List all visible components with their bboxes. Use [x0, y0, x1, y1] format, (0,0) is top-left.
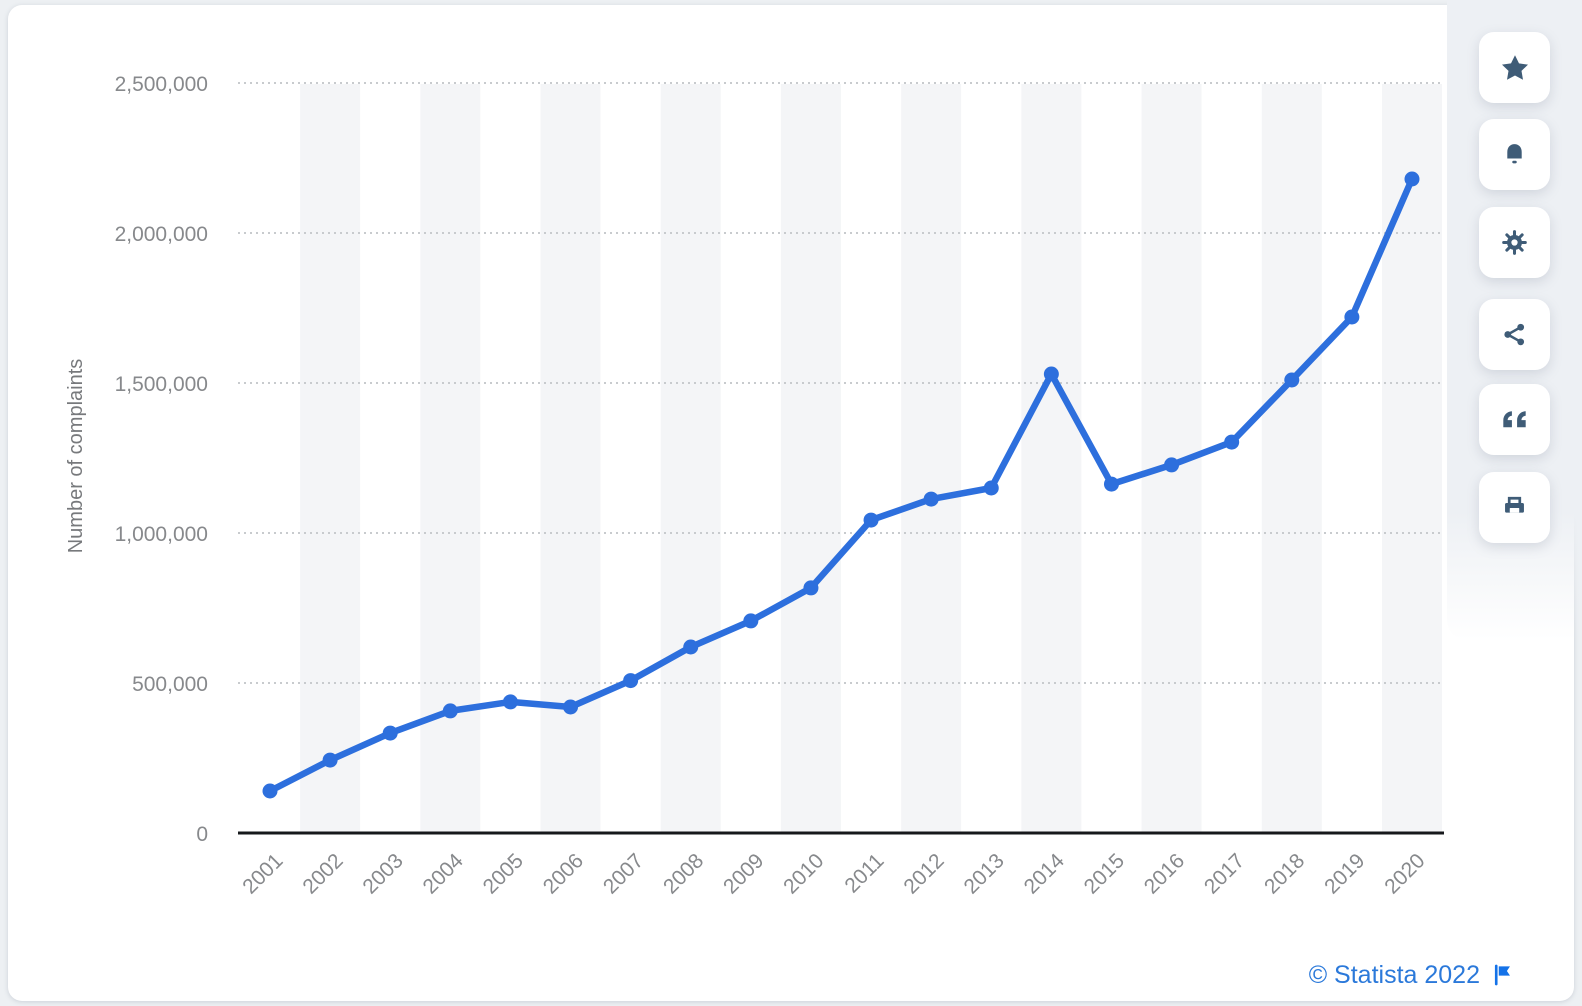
share-icon [1504, 323, 1525, 346]
share-button[interactable] [1479, 299, 1550, 370]
data-point[interactable] [803, 580, 819, 596]
plot-band [901, 84, 962, 833]
x-tick-label: 2012 [899, 849, 948, 898]
data-point[interactable] [983, 480, 999, 496]
x-tick-label: 2006 [539, 849, 588, 898]
trend-line [266, 175, 1416, 795]
data-point[interactable] [262, 783, 278, 799]
x-tick-label: 2003 [358, 849, 407, 898]
data-point[interactable] [923, 491, 939, 507]
cite-button[interactable] [1479, 384, 1550, 455]
plot-band [660, 84, 721, 833]
y-axis-title: Number of complaints [65, 359, 87, 554]
y-tick-label: 1,500,000 [115, 373, 208, 396]
quote-icon [1503, 411, 1526, 428]
x-tick-label: 2018 [1260, 849, 1309, 898]
data-point[interactable] [1164, 457, 1180, 473]
x-tick-label: 2004 [419, 849, 469, 899]
y-tick-label: 2,500,000 [115, 73, 208, 96]
x-tick-label: 2008 [659, 849, 708, 898]
data-point[interactable] [502, 694, 518, 710]
data-point[interactable] [563, 699, 579, 715]
data-point[interactable] [743, 613, 759, 629]
favorite-button[interactable] [1479, 32, 1550, 103]
x-tick-label: 2019 [1320, 849, 1369, 898]
x-tick-label: 2010 [779, 849, 828, 898]
data-point[interactable] [623, 673, 639, 689]
plot-band [300, 84, 361, 833]
data-point[interactable] [382, 725, 398, 741]
data-point[interactable] [322, 752, 338, 768]
data-point[interactable] [1344, 309, 1360, 325]
footer: © Statista 2022 [1309, 958, 1512, 992]
flag-icon[interactable] [1493, 964, 1512, 986]
x-tick-label: 2014 [1020, 849, 1070, 899]
bell-icon [1507, 144, 1522, 164]
star-icon [1501, 54, 1528, 80]
data-point[interactable] [683, 639, 699, 655]
plot-band [1381, 84, 1442, 833]
plot-band [1021, 84, 1082, 833]
data-point[interactable] [1224, 434, 1240, 450]
plot-band [1261, 84, 1322, 833]
x-tick-label: 2002 [298, 849, 347, 898]
y-tick-label: 1,000,000 [115, 523, 208, 546]
plot-band [780, 84, 841, 833]
data-point[interactable] [1404, 171, 1420, 187]
data-point[interactable] [1103, 476, 1119, 492]
x-tick-label: 2017 [1200, 849, 1249, 898]
x-tick-label: 2020 [1380, 849, 1429, 898]
x-tick-label: 2016 [1140, 849, 1189, 898]
data-point[interactable] [1043, 366, 1059, 382]
plot-band [540, 84, 601, 833]
x-tick-label: 2015 [1080, 849, 1129, 898]
data-point[interactable] [863, 512, 879, 528]
print-icon [1505, 496, 1524, 513]
data-point[interactable] [442, 703, 458, 719]
data-point[interactable] [1284, 372, 1300, 388]
x-tick-label: 2013 [959, 849, 1008, 898]
y-tick-label: 0 [196, 823, 208, 846]
y-tick-label: 500,000 [132, 673, 208, 696]
x-tick-label: 2007 [599, 849, 648, 898]
gear-icon [1502, 230, 1527, 255]
x-tick-label: 2009 [719, 849, 768, 898]
x-tick-label: 2011 [840, 849, 888, 897]
print-button[interactable] [1479, 472, 1550, 543]
y-tick-label: 2,000,000 [115, 223, 208, 246]
x-tick-label: 2005 [479, 849, 528, 898]
settings-button[interactable] [1479, 207, 1550, 278]
statista-copyright-link[interactable]: © Statista 2022 [1308, 960, 1480, 989]
alerts-button[interactable] [1479, 119, 1550, 190]
x-tick-label: 2001 [238, 849, 287, 898]
